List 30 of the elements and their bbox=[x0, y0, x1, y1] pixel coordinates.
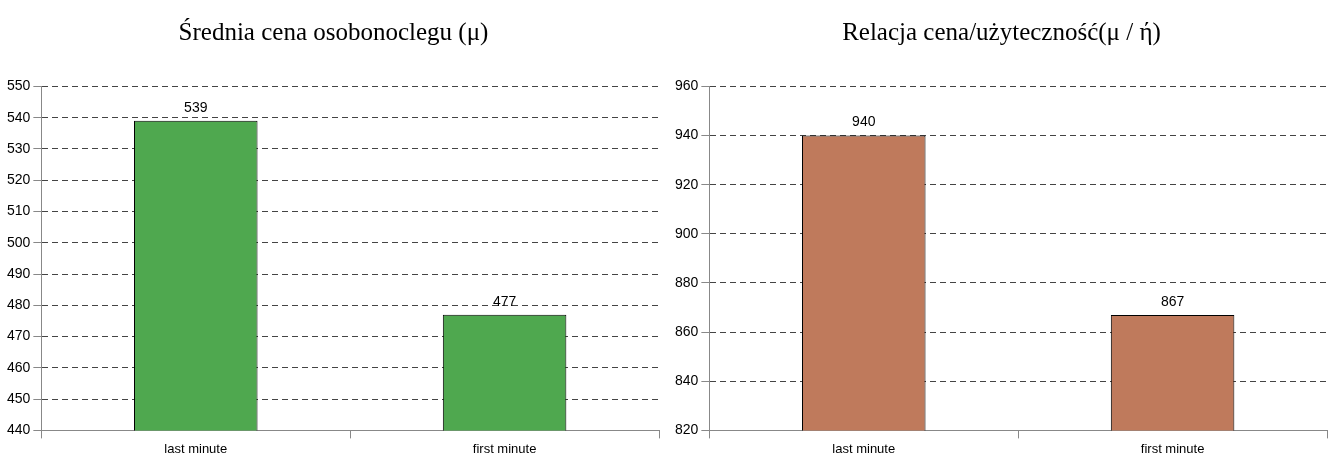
y-tick-label: 470 bbox=[7, 327, 31, 344]
data-label: 539 bbox=[184, 98, 208, 115]
y-tick-label: 860 bbox=[675, 322, 699, 339]
y-tick-label: 530 bbox=[7, 139, 31, 156]
y-tick-label: 940 bbox=[675, 126, 699, 143]
y-tick-label: 490 bbox=[7, 264, 31, 281]
y-tick-label: 840 bbox=[675, 372, 699, 389]
data-label: 867 bbox=[1160, 292, 1185, 309]
data-label: 940 bbox=[852, 113, 876, 130]
y-tick-label: 510 bbox=[7, 202, 31, 219]
x-tick-label: last minute bbox=[832, 440, 896, 456]
chart-title: Relacja cena/użyteczność(μ / ή) bbox=[841, 18, 1162, 46]
y-tick-label: 520 bbox=[7, 171, 31, 188]
y-tick-label: 880 bbox=[675, 273, 699, 290]
y-tick-label: 440 bbox=[7, 421, 31, 438]
y-tick-label: 900 bbox=[675, 224, 699, 241]
y-tick-label: 960 bbox=[675, 77, 699, 94]
x-tick-label: first minute bbox=[472, 440, 537, 456]
y-tick-label: 450 bbox=[7, 389, 31, 406]
y-tick-label: 500 bbox=[7, 233, 31, 250]
y-tick-label: 460 bbox=[7, 358, 31, 375]
x-tick-label: last minute bbox=[164, 440, 228, 456]
y-tick-label: 820 bbox=[675, 421, 699, 438]
x-tick-label: first minute bbox=[1140, 440, 1205, 456]
data-label: 477 bbox=[492, 292, 517, 309]
chart-title: Średnia cena osobonoclegu (μ) bbox=[177, 18, 490, 46]
y-tick-label: 920 bbox=[675, 175, 699, 192]
y-tick-label: 540 bbox=[7, 108, 31, 125]
y-tick-label: 550 bbox=[7, 77, 31, 94]
y-tick-label: 480 bbox=[7, 296, 31, 313]
